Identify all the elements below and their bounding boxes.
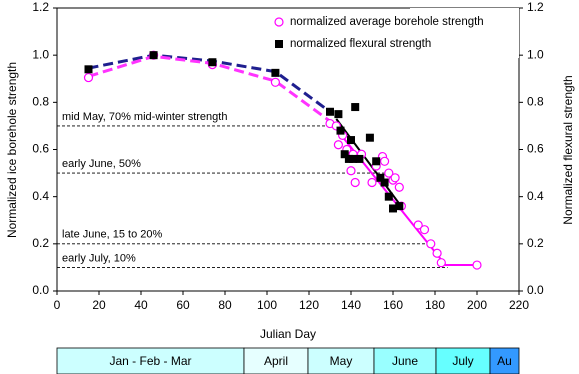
annotation-text: early June, 50% xyxy=(62,158,141,170)
point xyxy=(351,103,360,112)
point xyxy=(149,51,158,60)
x-tick-label: 220 xyxy=(509,298,529,312)
x-axis-label: Julian Day xyxy=(260,327,316,341)
month-cell xyxy=(243,347,309,374)
month-label: Au xyxy=(497,354,512,368)
annotation-text: late June, 15 to 20% xyxy=(62,229,163,241)
legend-label: normalized flexural strength xyxy=(290,38,431,50)
month-label: Jan - Feb - Mar xyxy=(109,354,191,368)
legend-label: normalized average borehole strength xyxy=(290,16,484,28)
y-tick-label: 0.2 xyxy=(32,236,49,250)
x-tick-label: 0 xyxy=(54,298,61,312)
x-tick-label: 120 xyxy=(299,298,319,312)
month-cell xyxy=(489,347,520,374)
x-tick-label: 20 xyxy=(92,298,106,312)
point xyxy=(372,157,381,166)
point xyxy=(436,258,446,268)
annotation-text: early July, 10% xyxy=(62,252,136,264)
point xyxy=(334,110,343,119)
point xyxy=(390,173,400,183)
x-tick-label: 80 xyxy=(218,298,232,312)
point xyxy=(83,72,94,83)
month-label: April xyxy=(264,354,288,368)
point xyxy=(336,126,345,135)
y2-axis-label: Normalized flexural strength xyxy=(561,75,575,224)
point xyxy=(426,239,436,249)
point xyxy=(419,225,430,235)
x-tick-label: 200 xyxy=(467,298,487,312)
point xyxy=(340,150,349,159)
point xyxy=(472,260,482,270)
point xyxy=(394,182,404,192)
y2-tick-label: 1.0 xyxy=(527,47,544,61)
y-axis-label: Normalized ice borehole strength xyxy=(5,62,19,238)
y2-tick-label: 1.2 xyxy=(527,0,544,14)
x-tick-label: 180 xyxy=(425,298,445,312)
point xyxy=(380,156,390,166)
y-tick-label: 0.8 xyxy=(32,95,49,109)
y2-tick-label: 0.2 xyxy=(527,236,544,250)
month-label: June xyxy=(392,354,418,368)
point xyxy=(384,192,393,201)
month-label: July xyxy=(452,354,473,368)
annotation-text: mid May, 70% mid-winter strength xyxy=(62,111,227,123)
fit-line xyxy=(335,118,401,205)
y-tick-label: 1.2 xyxy=(32,0,49,14)
x-tick-label: 140 xyxy=(341,298,361,312)
point xyxy=(395,202,404,211)
month-label: May xyxy=(330,354,353,368)
point xyxy=(355,154,364,163)
x-tick-label: 60 xyxy=(176,298,190,312)
y-tick-label: 1.0 xyxy=(32,47,49,61)
point xyxy=(271,68,280,77)
x-tick-label: 100 xyxy=(257,298,277,312)
point xyxy=(347,136,355,145)
point xyxy=(270,77,280,87)
y2-tick-label: 0.4 xyxy=(527,189,544,203)
point xyxy=(384,168,394,178)
y-tick-label: 0.0 xyxy=(32,283,49,297)
point xyxy=(376,173,385,182)
point xyxy=(333,140,343,150)
point xyxy=(208,58,217,67)
point xyxy=(346,166,356,176)
month-cell xyxy=(373,347,437,374)
point xyxy=(365,133,374,142)
point xyxy=(367,177,377,188)
y2-tick-label: 0.8 xyxy=(527,95,544,109)
point xyxy=(344,154,353,163)
point xyxy=(389,204,397,213)
x-tick-label: 160 xyxy=(383,298,403,312)
point xyxy=(380,178,389,187)
legend-box xyxy=(410,8,519,58)
point xyxy=(349,154,358,163)
month-cell xyxy=(435,347,491,374)
point xyxy=(350,177,360,188)
legend-symbol xyxy=(274,17,284,27)
y-tick-label: 0.6 xyxy=(32,142,49,156)
legend-symbol xyxy=(275,40,283,48)
y2-tick-label: 0.0 xyxy=(527,283,544,297)
y2-tick-label: 0.6 xyxy=(527,142,544,156)
point xyxy=(326,107,334,116)
y-tick-label: 0.4 xyxy=(32,189,49,203)
point xyxy=(84,65,93,74)
x-tick-label: 40 xyxy=(134,298,148,312)
point xyxy=(432,248,442,258)
point xyxy=(413,220,423,230)
month-cell xyxy=(56,347,245,374)
fit-line xyxy=(329,120,477,267)
